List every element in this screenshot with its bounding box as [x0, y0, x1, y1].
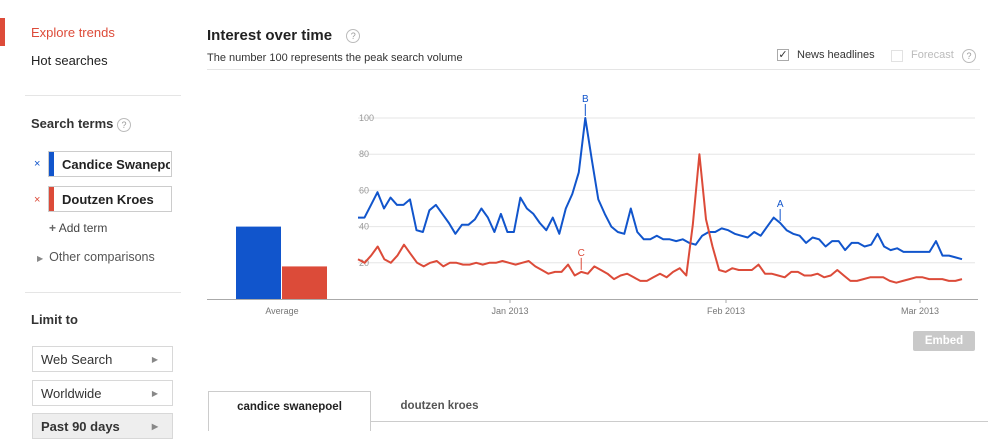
triangle-right-icon: ▶	[151, 389, 158, 398]
tab-candice-swanepoel[interactable]: candice swanepoel	[208, 391, 371, 431]
triangle-right-icon: ▶	[151, 422, 158, 431]
triangle-right-icon: ▶	[151, 355, 158, 364]
add-term-link[interactable]: + Add term	[49, 221, 107, 235]
y-tick-label: 100	[359, 113, 374, 123]
divider	[25, 95, 181, 96]
annotation-label: A	[777, 199, 784, 210]
x-tick-label: Jan 2013	[491, 306, 528, 316]
forecast-label: Forecast	[911, 49, 954, 61]
tab-doutzen-kroes[interactable]: doutzen kroes	[400, 400, 479, 412]
active-nav-indicator	[0, 18, 5, 46]
chart-grid	[207, 117, 978, 300]
series-lines	[357, 117, 963, 284]
page-subtitle: The number 100 represents the peak searc…	[207, 52, 463, 64]
chart-annotations: A B C	[578, 94, 784, 270]
average-label: Average	[265, 306, 298, 316]
x-tick-label: Feb 2013	[707, 306, 745, 316]
sidebar: Explore trends Hot searches Search terms…	[0, 0, 195, 439]
dropdown-label: Worldwide	[41, 386, 102, 401]
search-term-text: Doutzen Kroes	[62, 192, 154, 207]
dropdown-label: Past 90 days	[41, 419, 120, 434]
y-tick-label: 80	[359, 149, 369, 159]
average-bar	[282, 266, 327, 299]
divider	[25, 292, 181, 293]
news-headlines-label: News headlines	[797, 49, 875, 61]
search-terms-label: Search terms	[31, 116, 114, 131]
help-icon[interactable]: ?	[962, 49, 976, 63]
tabs-underline	[208, 421, 988, 422]
forecast-checkbox[interactable]	[891, 50, 903, 62]
remove-term-icon[interactable]: ×	[34, 158, 41, 170]
plus-icon: +	[49, 221, 57, 235]
triangle-right-icon: ▶	[37, 254, 44, 263]
header-divider	[207, 69, 980, 70]
limit-web-search-dropdown[interactable]: Web Search ▶	[32, 346, 173, 372]
page-title-text: Interest over time	[207, 27, 333, 44]
search-terms-title: Search terms ?	[31, 116, 132, 132]
annotation-label: B	[582, 94, 589, 105]
series-line	[358, 117, 963, 261]
term-color-swatch	[49, 152, 54, 176]
search-term-input[interactable]: Candice Swanepoel	[48, 151, 172, 177]
add-term-label: Add term	[58, 221, 108, 235]
page-title: Interest over time ?	[207, 27, 361, 44]
series-line	[357, 153, 963, 284]
help-icon[interactable]: ?	[346, 29, 361, 44]
search-term-input[interactable]: Doutzen Kroes	[48, 186, 172, 212]
nav-hot-searches[interactable]: Hot searches	[31, 53, 108, 68]
limit-to-title: Limit to	[31, 312, 78, 327]
dropdown-label: Web Search	[41, 352, 113, 367]
annotation-label: C	[578, 248, 585, 259]
other-comparisons-label: Other comparisons	[49, 250, 155, 264]
y-tick-label: 40	[359, 222, 369, 232]
y-tick-label: 60	[359, 185, 369, 195]
embed-button[interactable]: Embed	[913, 331, 975, 351]
x-tick-label: Mar 2013	[901, 306, 939, 316]
average-bar	[236, 226, 281, 299]
help-icon[interactable]: ?	[117, 117, 132, 132]
remove-term-icon[interactable]: ×	[34, 194, 41, 206]
other-comparisons-toggle[interactable]: ▶ Other comparisons	[37, 250, 155, 264]
news-headlines-checkbox[interactable]: ✓	[777, 49, 789, 61]
average-bars: Average	[236, 226, 327, 316]
term-color-swatch	[49, 187, 54, 211]
limit-region-dropdown[interactable]: Worldwide ▶	[32, 380, 173, 406]
nav-explore-trends[interactable]: Explore trends	[31, 25, 115, 40]
x-axis-labels: Jan 2013 Feb 2013 Mar 2013	[491, 299, 939, 316]
search-term-text: Candice Swanepoel	[62, 157, 170, 172]
